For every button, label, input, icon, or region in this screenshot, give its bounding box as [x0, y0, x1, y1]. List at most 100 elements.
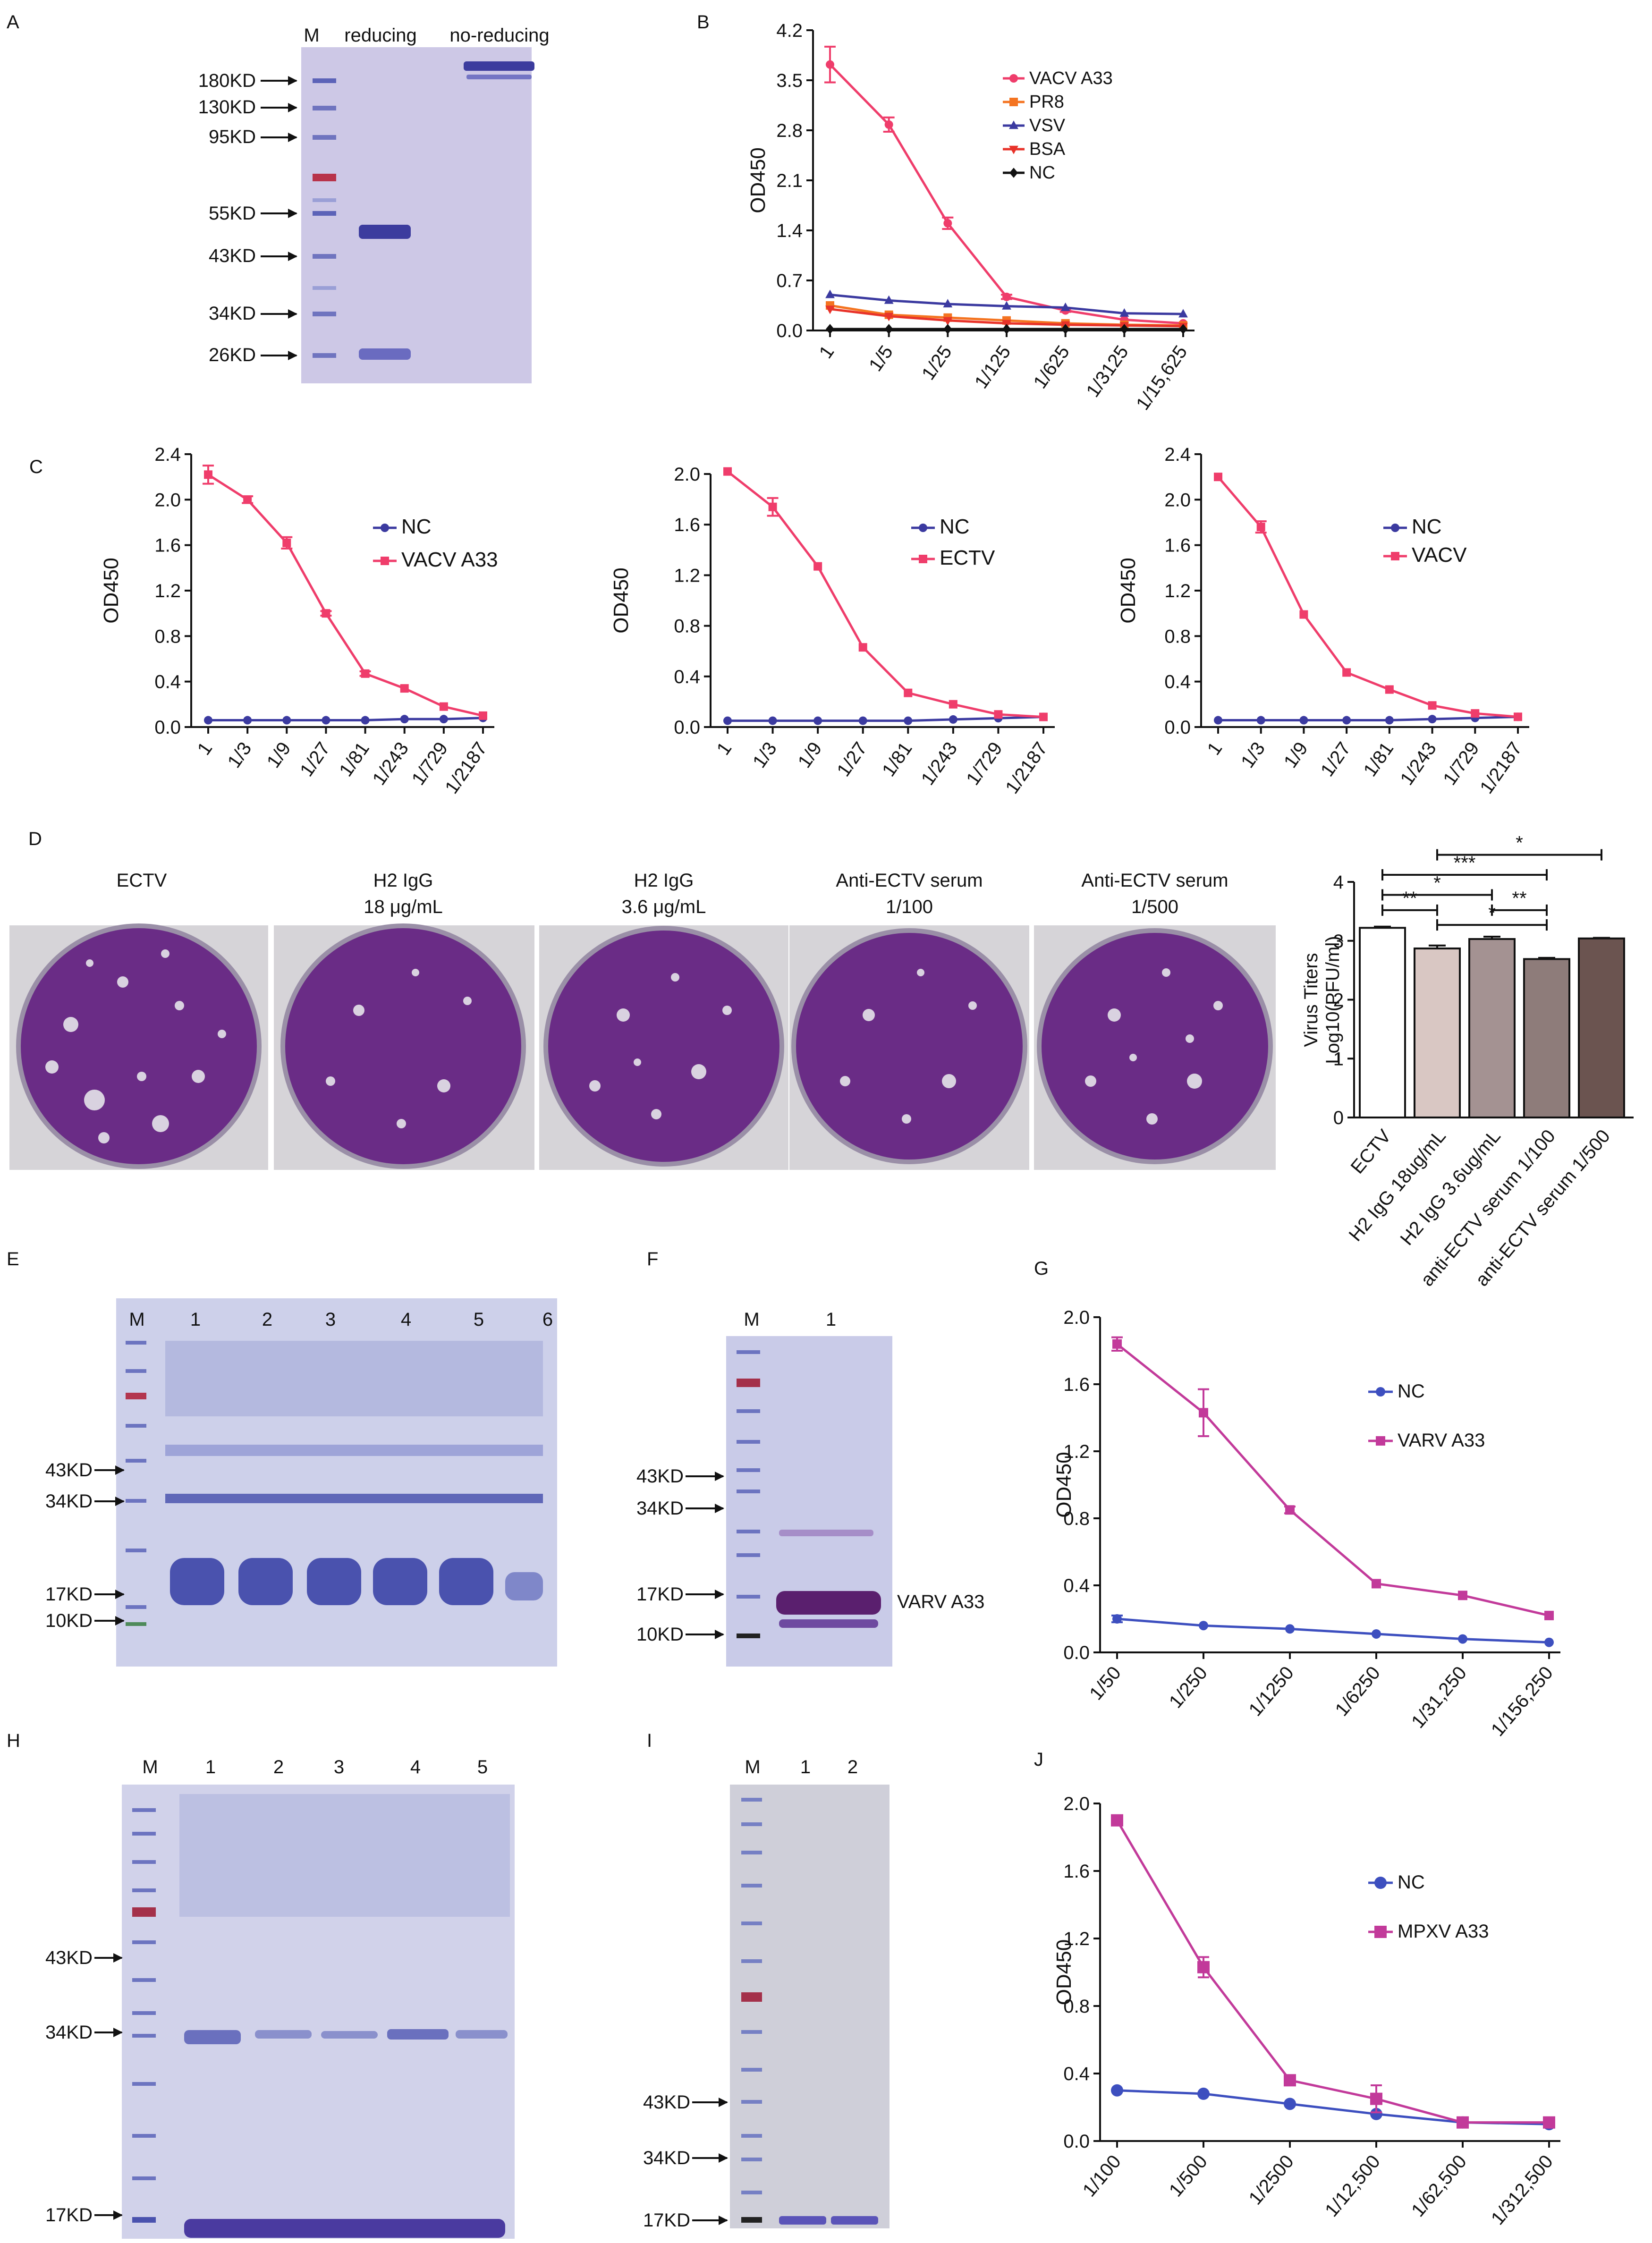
data-point — [1119, 308, 1129, 317]
x-tick-label: 1/2187 — [441, 738, 491, 797]
data-point — [1342, 668, 1351, 677]
x-tick-label: 1 — [1203, 738, 1227, 759]
x-tick-label: H2 IgG 3.6ug/mL — [1396, 1126, 1505, 1250]
y-tick-label: 0.8 — [1164, 626, 1191, 647]
gel-e-lane: 2 — [262, 1309, 272, 1330]
y-axis-label: OD450 — [610, 567, 633, 633]
x-tick-label: 1/9 — [1280, 738, 1312, 772]
data-point — [1009, 74, 1018, 83]
series-line — [207, 474, 483, 717]
x-tick-label: 1/100 — [1079, 2151, 1125, 2201]
gel-i-lane: 1 — [800, 1757, 811, 1777]
data-point — [1370, 2108, 1382, 2120]
plate-well — [796, 933, 1023, 1160]
y-tick-label: 1.2 — [154, 581, 181, 601]
x-tick-label: 1/3125 — [1082, 342, 1132, 401]
data-point — [1544, 1610, 1554, 1620]
x-tick-label: H2 IgG 18ug/mL — [1345, 1126, 1450, 1245]
data-point — [1299, 716, 1308, 725]
y-tick-label: 3 — [1333, 931, 1344, 952]
legend-label: NC — [1398, 1872, 1425, 1893]
data-point — [1458, 1634, 1467, 1644]
plate-subtitle: 18 μg/mL — [364, 897, 443, 917]
series-ectv: ECTV — [723, 467, 1048, 721]
data-point — [1111, 2084, 1123, 2097]
gel-f-marker: 17KD — [636, 1584, 684, 1605]
data-point — [1214, 716, 1222, 725]
y-tick-label: 1.2 — [1063, 1441, 1090, 1462]
gel-h-marker: 34KD — [45, 2022, 93, 2043]
data-point — [439, 702, 448, 711]
y-axis-label: OD450 — [746, 147, 770, 213]
data-point — [1256, 716, 1265, 725]
gel-a-lane-no-reducing: no-reducing — [449, 25, 549, 46]
panel-d-plates: D ECTV H2 IgG 18 μg/mL — [9, 829, 1276, 1170]
x-tick-label: 1/31,250 — [1407, 1663, 1471, 1733]
x-tick-label: 1/2187 — [1001, 738, 1051, 797]
gel-a-ladder — [313, 78, 336, 358]
series-line — [1218, 715, 1518, 722]
data-point — [1514, 712, 1522, 721]
gel-f-marker: 43KD — [636, 1466, 684, 1487]
y-axis-label: OD450 — [1052, 1939, 1076, 2005]
data-point — [1374, 1877, 1387, 1889]
y-tick-label: 4 — [1333, 872, 1344, 893]
legend-label: VARV A33 — [1398, 1430, 1485, 1451]
gel-a-image — [301, 47, 532, 383]
bar — [1359, 927, 1406, 1119]
legend-label: NC — [940, 515, 970, 538]
data-point — [400, 684, 409, 693]
data-point — [826, 60, 834, 69]
y-tick-label: 0.4 — [154, 672, 181, 693]
panel-letter-f: F — [647, 1249, 658, 1270]
gel-e-lane: 5 — [474, 1309, 484, 1330]
plate-title: ECTV — [117, 870, 167, 891]
gel-e-lane: 3 — [325, 1309, 336, 1330]
gel-i-marker: 43KD — [643, 2092, 690, 2113]
plate-title: H2 IgG — [373, 870, 433, 891]
legend-label: VACV A33 — [401, 548, 498, 571]
series-nc: NC — [1214, 515, 1522, 725]
plate-well — [285, 928, 521, 1164]
gel-a-arrows — [261, 76, 297, 360]
y-tick-label: 0.0 — [1164, 717, 1191, 738]
data-point — [1197, 1961, 1210, 1973]
x-tick-label: 1/25 — [918, 342, 956, 384]
y-tick-label: 0.4 — [1063, 2064, 1090, 2084]
x-tick-label: 1/625 — [1030, 342, 1074, 392]
data-point — [1376, 1436, 1385, 1446]
gel-f-lane: M — [744, 1309, 759, 1330]
data-point — [884, 313, 894, 322]
y-axis-label: Virus Titers — [1301, 953, 1322, 1047]
y-tick-label: 3.5 — [776, 70, 803, 91]
x-tick-label: 1/9 — [263, 738, 295, 772]
y-tick-label: 2 — [1333, 990, 1344, 1011]
gel-a-band-nonreducing-2 — [466, 75, 532, 79]
series-nc: NC — [826, 163, 1187, 334]
data-point — [1385, 716, 1394, 725]
data-point — [884, 120, 893, 129]
data-point — [825, 289, 835, 298]
y-tick-label: 1.6 — [1063, 1374, 1090, 1395]
gel-i-marker: 34KD — [643, 2148, 690, 2168]
significance-label: *** — [1454, 853, 1476, 873]
legend-label: ECTV — [940, 546, 995, 569]
y-tick-label: 0.0 — [1063, 2131, 1090, 2152]
legend-label: VACV A33 — [1029, 68, 1113, 88]
data-point — [1428, 715, 1437, 724]
legend-label: NC — [1412, 515, 1442, 538]
y-tick-label: 1 — [1333, 1049, 1344, 1069]
legend-label: NC — [1398, 1381, 1425, 1402]
data-point — [858, 643, 867, 652]
data-point — [826, 324, 834, 334]
gel-h-lane: M — [142, 1757, 158, 1777]
x-tick-label: 1/125 — [971, 342, 1015, 392]
y-tick-label: 2.1 — [776, 170, 803, 191]
gel-a-band-nonreducing — [464, 61, 534, 71]
legend-label: BSA — [1029, 139, 1066, 159]
chart-b: B 0.0 0.7 1.4 2.1 2.8 3.5 4.2 OD450 1 1/5 1/25 1/125… — [697, 12, 1195, 414]
data-point — [1197, 2087, 1210, 2100]
y-axis-label: Log10(PFU/ml) — [1322, 936, 1343, 1064]
data-point — [1002, 301, 1011, 310]
